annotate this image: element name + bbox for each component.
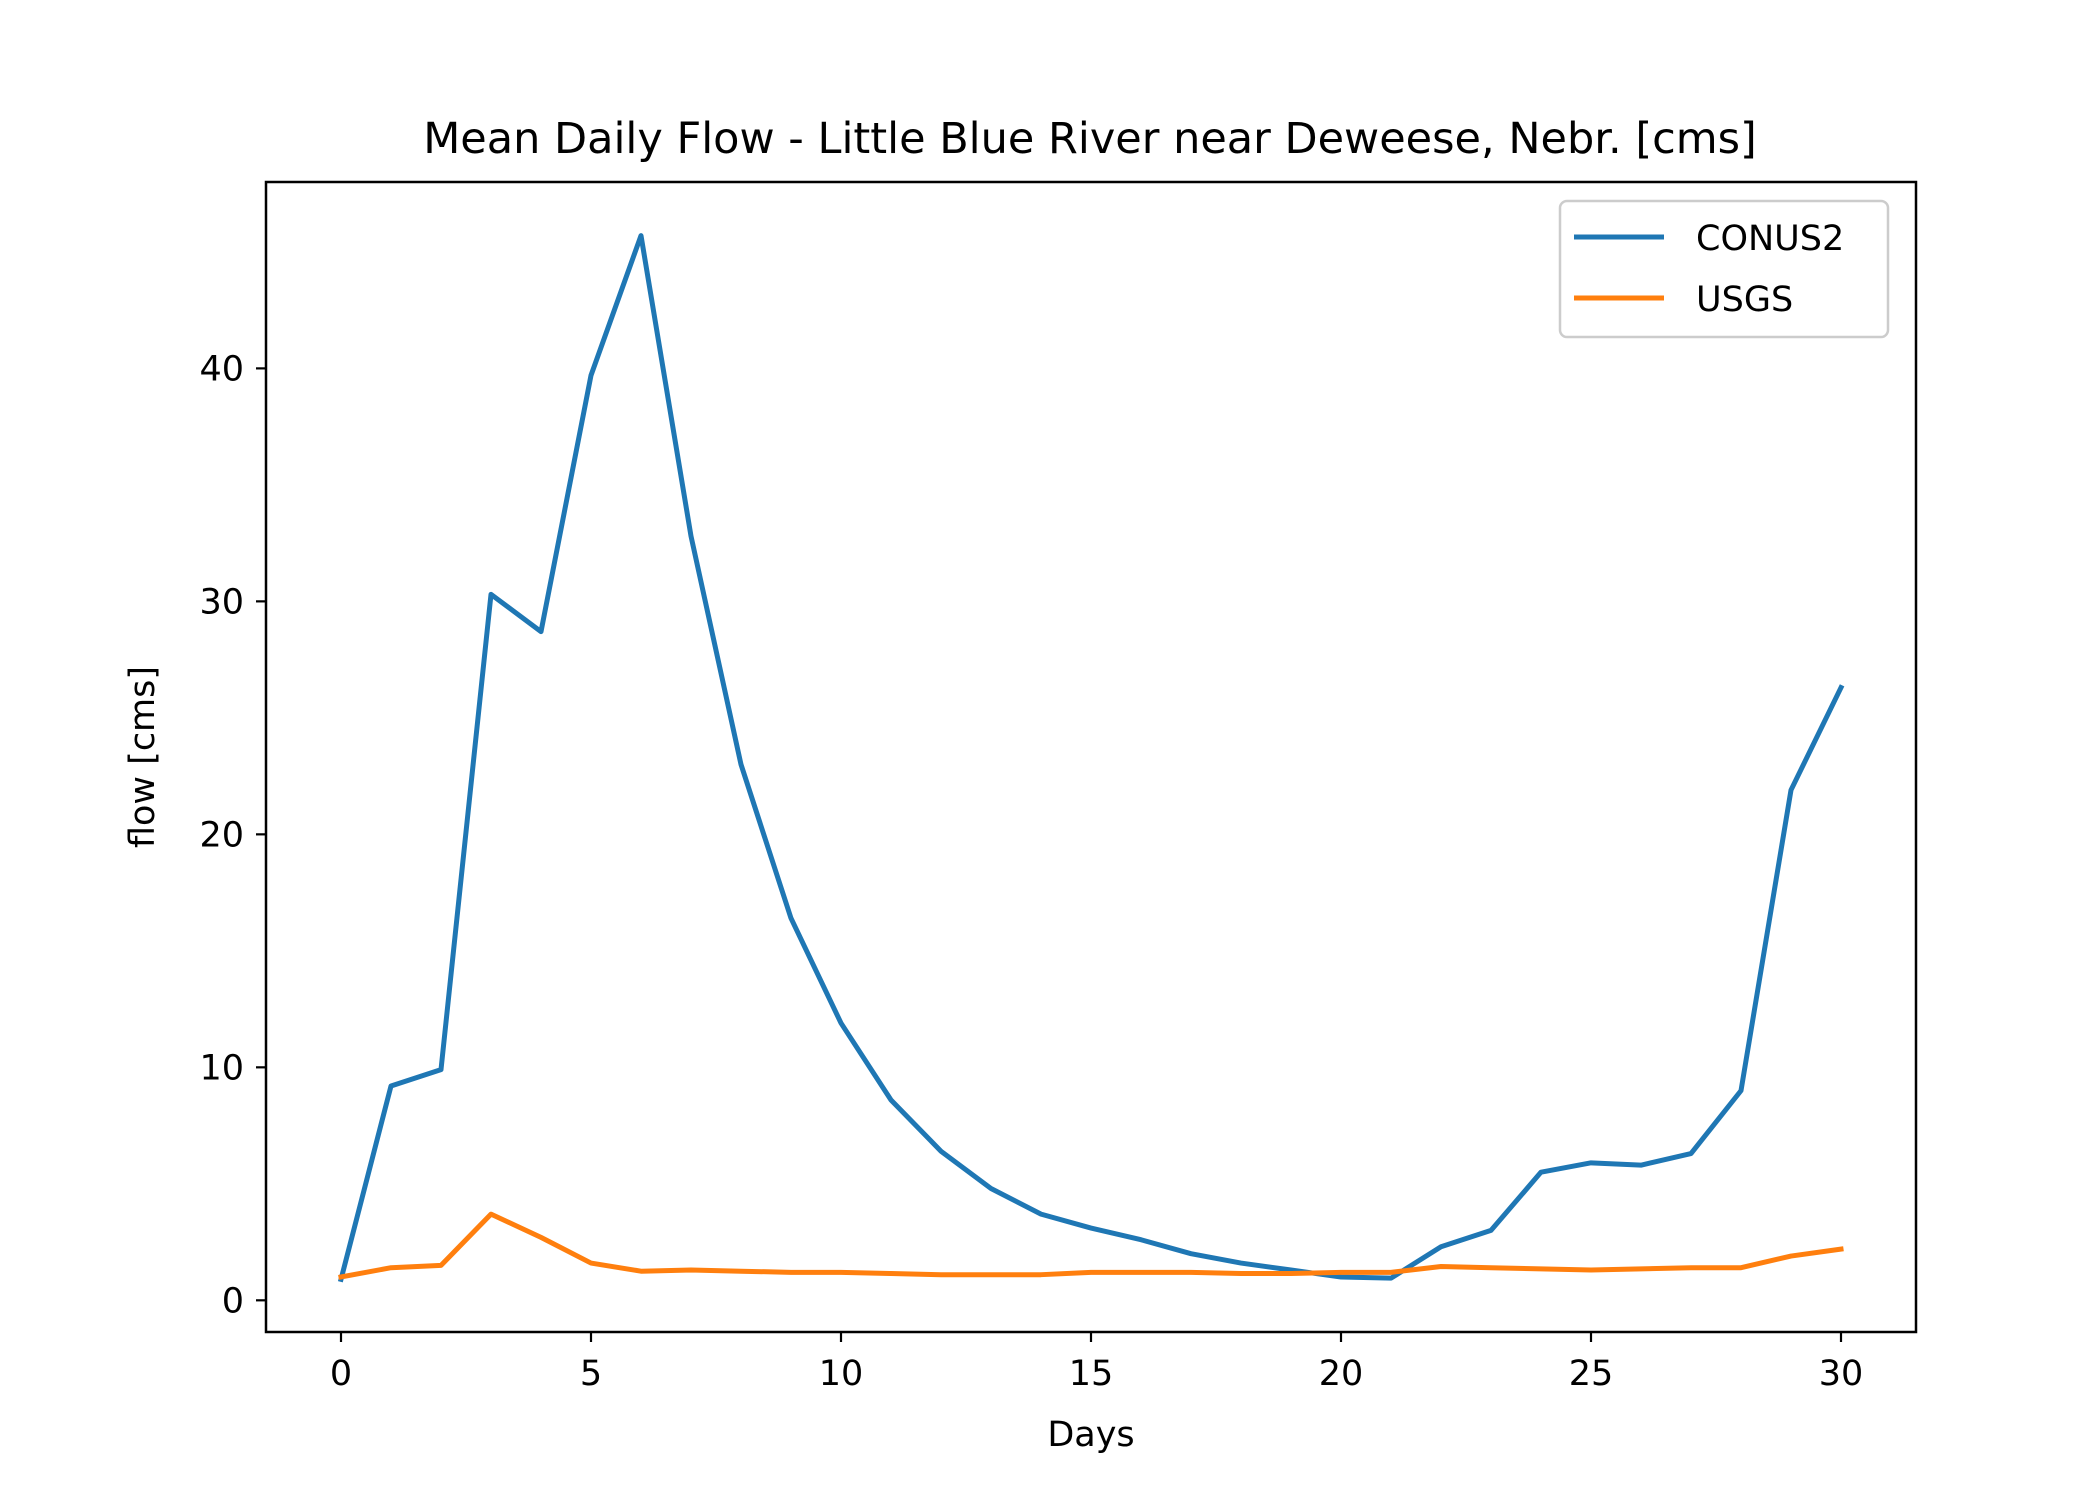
x-axis-label: Days: [1047, 1415, 1134, 1455]
x-tick-label: 10: [819, 1354, 864, 1394]
x-tick-label: 20: [1319, 1354, 1364, 1394]
series-line-conus2: [337, 233, 1845, 1283]
chart-title: Mean Daily Flow - Little Blue River near…: [423, 114, 1757, 164]
y-tick-label: 40: [199, 349, 244, 389]
x-tick-label: 30: [1819, 1354, 1864, 1394]
series-line-usgs: [338, 1211, 1844, 1280]
y-tick-label: 30: [199, 582, 244, 622]
x-tick-label: 5: [580, 1354, 602, 1394]
legend-label-usgs: USGS: [1696, 280, 1793, 320]
y-tick-label: 10: [199, 1048, 244, 1088]
x-tick-label: 15: [1069, 1354, 1114, 1394]
plot-series: [337, 233, 1845, 1283]
legend: CONUS2 USGS: [1558, 199, 1890, 339]
x-tick-label: 25: [1569, 1354, 1614, 1394]
y-axis-label: flow [cms]: [123, 666, 163, 848]
legend-label-conus2: CONUS2: [1696, 219, 1844, 259]
y-axis-ticks: 0 10 20 30 40: [199, 349, 266, 1321]
y-tick-label: 0: [222, 1281, 244, 1321]
x-axis-ticks: 0 5 10 15 20 25 30: [330, 1332, 1863, 1394]
y-tick-label: 20: [199, 815, 244, 855]
x-tick-label: 0: [330, 1354, 352, 1394]
